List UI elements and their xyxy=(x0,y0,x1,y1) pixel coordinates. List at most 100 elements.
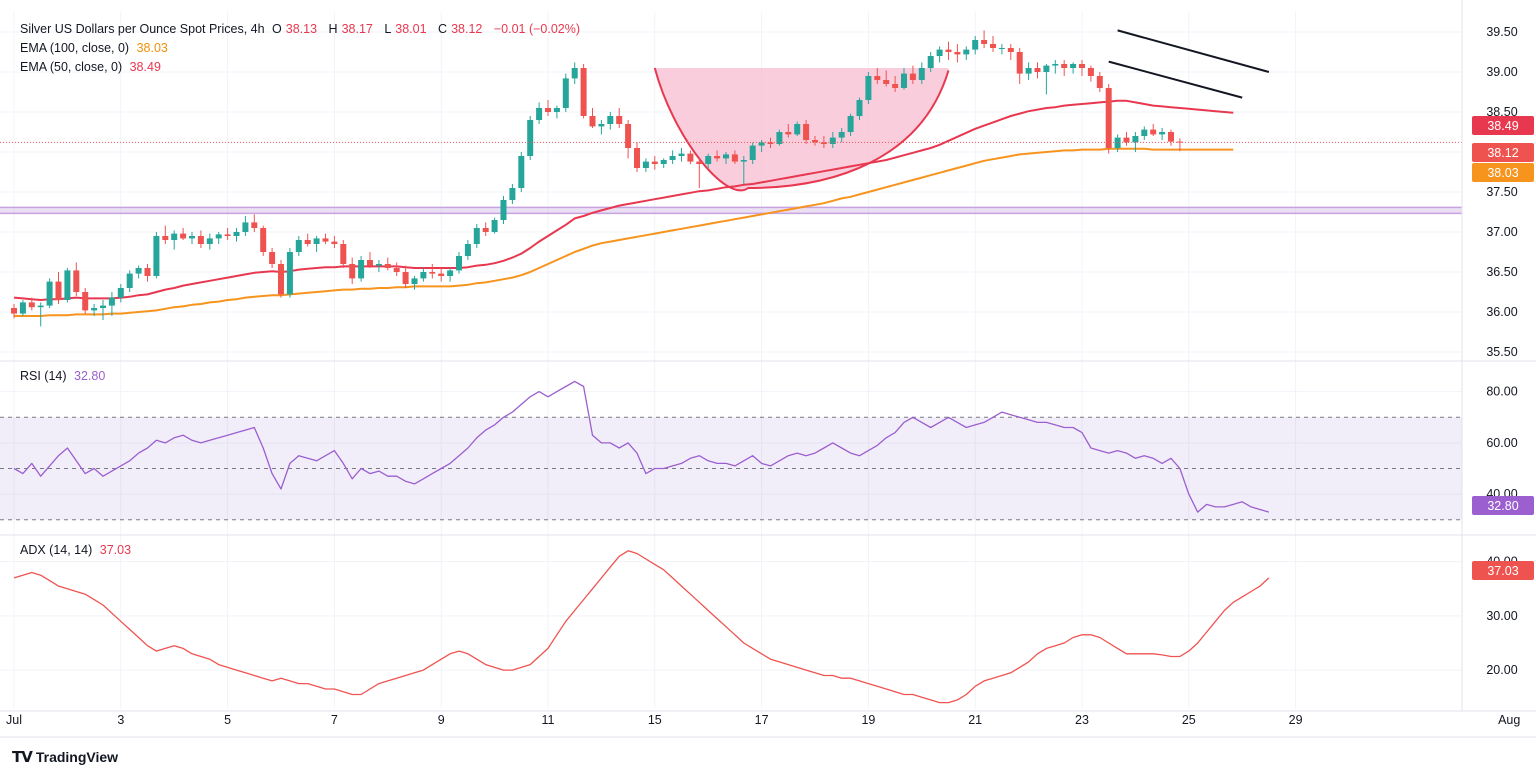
candle-body xyxy=(865,76,872,100)
candle xyxy=(758,140,765,152)
candle xyxy=(1132,132,1139,152)
candle-body xyxy=(313,238,320,244)
candle-body xyxy=(251,222,258,228)
candle-body xyxy=(927,56,934,68)
candle-body xyxy=(1025,68,1032,74)
candle xyxy=(162,225,169,244)
x-axis[interactable]: Jul35791115171921232529Aug35 xyxy=(6,713,1536,727)
candle-body xyxy=(820,142,827,144)
candle xyxy=(1079,60,1085,76)
candle-body xyxy=(500,200,507,220)
candle-body xyxy=(998,48,1005,49)
adx-pane[interactable] xyxy=(13,550,1270,704)
candle xyxy=(829,132,836,148)
candle-body xyxy=(1061,64,1068,68)
candle xyxy=(180,228,187,240)
x-tick-label: 29 xyxy=(1289,713,1303,727)
x-tick-label: 15 xyxy=(648,713,662,727)
adx-polyline xyxy=(13,550,1270,704)
candle xyxy=(322,233,329,244)
candle xyxy=(331,236,338,248)
rsi-tick-label: 80.00 xyxy=(1486,385,1517,399)
candle-body xyxy=(402,272,409,284)
y-axis[interactable]: 39.5039.0038.5038.0037.5037.0036.5036.00… xyxy=(1486,25,1517,677)
x-tick-label: 7 xyxy=(331,713,338,727)
candle-body xyxy=(73,270,80,292)
candle-body xyxy=(420,272,427,279)
candle-body xyxy=(117,288,124,298)
candle xyxy=(73,262,80,296)
candle xyxy=(536,102,543,124)
candle-body xyxy=(340,244,347,264)
candle xyxy=(883,70,890,87)
candle xyxy=(464,240,471,260)
candle-body xyxy=(892,84,899,88)
candle xyxy=(820,136,827,148)
candle xyxy=(108,292,115,316)
current-price-badge: 38.12 xyxy=(1472,143,1534,162)
candle-body xyxy=(705,156,712,164)
ema100-polyline xyxy=(14,147,1234,317)
candle-body xyxy=(785,132,792,135)
cup-arc xyxy=(653,67,950,192)
candle xyxy=(500,196,507,224)
candle-body xyxy=(447,270,454,276)
price-tick-label: 39.50 xyxy=(1486,25,1517,39)
candle-body xyxy=(28,302,35,308)
candle xyxy=(117,284,124,303)
candle-body xyxy=(153,236,160,276)
ema100-line xyxy=(14,147,1234,317)
rsi-pane[interactable] xyxy=(0,380,1462,521)
ema100-legend[interactable]: EMA (100, close, 0) 38.03 xyxy=(20,41,172,55)
candle xyxy=(135,265,142,279)
x-tick-label: 5 xyxy=(224,713,231,727)
candle-body xyxy=(464,244,471,256)
candle xyxy=(55,272,62,304)
candle xyxy=(1123,132,1130,146)
adx-legend[interactable]: ADX (14, 14) 37.03 xyxy=(20,543,135,557)
candle xyxy=(687,150,694,164)
candle xyxy=(260,225,267,256)
adx-value-badge: 37.03 xyxy=(1472,561,1534,580)
price-tick-label: 36.00 xyxy=(1486,305,1517,319)
adx-legend-label: ADX (14, 14) xyxy=(20,543,93,557)
candle-body xyxy=(1159,132,1166,135)
candle-body xyxy=(108,297,115,306)
price-tick-label: 39.00 xyxy=(1486,65,1517,79)
support-band xyxy=(0,207,1462,214)
candle-body xyxy=(607,116,614,124)
tradingview-logo[interactable]: 𝗧𝗩 TradingView xyxy=(12,748,118,766)
candle xyxy=(393,262,400,276)
channel-lower-line xyxy=(1108,60,1243,99)
candles[interactable] xyxy=(11,30,1183,327)
open-value: 38.13 xyxy=(285,22,318,36)
price-tick-label: 36.50 xyxy=(1486,265,1517,279)
candle xyxy=(972,36,979,55)
candle-body xyxy=(901,73,907,88)
x-tick-label: 25 xyxy=(1182,713,1196,727)
candle-body xyxy=(367,260,373,266)
descending-channel xyxy=(1108,29,1270,99)
candle-body xyxy=(723,154,729,159)
candle xyxy=(233,228,240,242)
candle xyxy=(340,240,347,268)
candle xyxy=(358,256,365,282)
candle xyxy=(19,300,26,316)
candle-body xyxy=(1105,88,1112,148)
candle-body xyxy=(1043,65,1050,72)
candle xyxy=(874,68,881,84)
symbol-title[interactable]: Silver US Dollars per Ounce Spot Prices,… xyxy=(20,22,265,36)
candle xyxy=(749,142,756,164)
ema50-legend[interactable]: EMA (50, close, 0) 38.49 xyxy=(20,60,165,74)
rsi-legend[interactable]: RSI (14) 32.80 xyxy=(20,369,109,383)
candle-body xyxy=(847,116,854,132)
candle xyxy=(1087,65,1094,82)
candle xyxy=(696,158,703,188)
candle xyxy=(384,257,391,271)
ema50-polyline xyxy=(13,99,1234,301)
candle-body xyxy=(215,234,222,239)
candle xyxy=(100,300,106,320)
x-tick-label: 11 xyxy=(542,713,555,727)
candle-body xyxy=(55,281,62,300)
